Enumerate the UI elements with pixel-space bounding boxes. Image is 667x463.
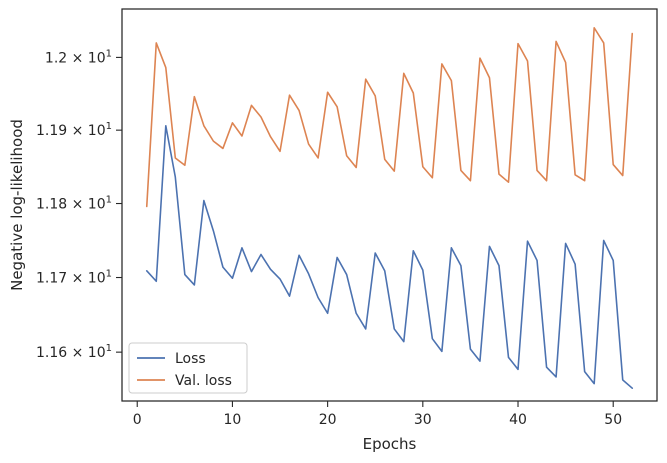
x-tick-label: 50 — [604, 412, 622, 428]
x-axis-label: Epochs — [363, 435, 417, 453]
x-tick-label: 40 — [509, 412, 527, 428]
y-tick-label: 1.18 × 101 — [36, 195, 112, 213]
series-line-loss — [145, 124, 634, 390]
y-tick-label: 1.19 × 101 — [36, 121, 112, 139]
y-tick-label: 1.17 × 101 — [36, 269, 112, 287]
y-tick-label: 1.2 × 101 — [45, 48, 112, 66]
x-tick-label: 30 — [414, 412, 432, 428]
chart-marks — [145, 26, 634, 390]
x-tick-label: 20 — [319, 412, 337, 428]
series-line-val-loss — [145, 26, 634, 208]
x-tick-label: 10 — [224, 412, 242, 428]
legend-label: Loss — [175, 351, 206, 367]
y-tick-label: 1.16 × 101 — [36, 343, 112, 361]
legend: Loss Val. loss — [128, 342, 248, 394]
x-tick-label: 0 — [133, 412, 142, 428]
legend-label: Val. loss — [175, 373, 232, 389]
plot-area-frame — [121, 8, 658, 402]
axis-ticks: 0 10 20 30 40 50 1.16 × 101 1.17 × 101 1.18 × 10… — [36, 48, 622, 428]
y-axis-label: Negative log-likelihood — [8, 119, 26, 291]
